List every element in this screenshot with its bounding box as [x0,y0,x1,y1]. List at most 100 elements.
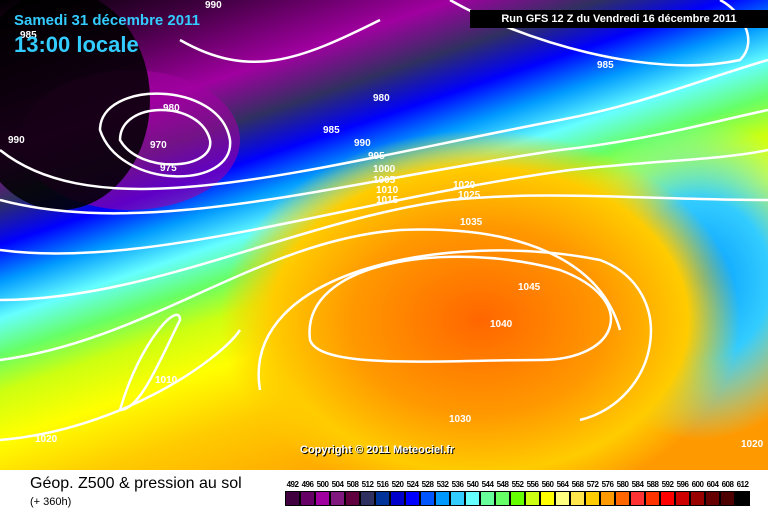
isobar-label: 980 [373,93,390,104]
legend-entry: 596 [675,480,690,506]
isobar-label: 1020 [453,180,476,191]
isobar-label: 990 [354,138,371,149]
isobar-label: 1045 [518,282,541,293]
legend-swatch [405,491,420,506]
legend-label: 568 [571,480,584,489]
isobar-label: 990 [205,0,222,11]
legend-label: 548 [496,480,509,489]
legend-swatch [660,491,675,506]
forecast-time: 13:00 locale [14,32,139,57]
isobar-label: 1020 [741,439,764,450]
isobar-label: 990 [8,135,25,146]
legend-entry: 564 [555,480,570,506]
legend-label: 584 [631,480,644,489]
legend-swatch [525,491,540,506]
legend-label: 496 [301,480,314,489]
legend-swatch [465,491,480,506]
legend-entry: 544 [480,480,495,506]
legend-swatch [330,491,345,506]
isobar-label: 985 [20,30,37,41]
legend-label: 572 [586,480,599,489]
legend-label: 532 [436,480,449,489]
legend-label: 596 [676,480,689,489]
isobar-label: 985 [323,125,340,136]
legend-entry: 592 [660,480,675,506]
color-legend: 492 496 500 504 508 512 516 520 524 528 532 536 540 5… [285,480,750,506]
legend-swatch [690,491,705,506]
legend-entry: 588 [645,480,660,506]
legend-swatch [495,491,510,506]
legend-swatch [630,491,645,506]
legend-swatch [675,491,690,506]
legend-swatch [435,491,450,506]
legend-label: 604 [706,480,719,489]
legend-swatch [615,491,630,506]
legend-swatch [570,491,585,506]
legend-label: 556 [526,480,539,489]
legend-entry: 500 [315,480,330,506]
legend-label: 612 [736,480,749,489]
run-info: Run GFS 12 Z du Vendredi 16 décembre 201… [470,10,768,28]
isobar-label: 1005 [373,175,396,186]
legend-label: 588 [646,480,659,489]
legend-swatch [390,491,405,506]
legend-swatch [735,491,750,506]
legend-swatch [285,491,300,506]
legend-entry: 556 [525,480,540,506]
legend-label: 504 [331,480,344,489]
legend-swatch [315,491,330,506]
legend-entry: 520 [390,480,405,506]
legend-label: 516 [376,480,389,489]
legend-entry: 604 [705,480,720,506]
legend-label: 524 [406,480,419,489]
copyright: Copyright © 2011 Meteociel.fr [300,444,455,456]
legend-label: 564 [556,480,569,489]
forecast-date: Samedi 31 décembre 2011 [14,12,200,29]
legend-label: 580 [616,480,629,489]
legend-swatch [720,491,735,506]
legend-entry: 532 [435,480,450,506]
legend-entry: 572 [585,480,600,506]
legend-entry: 580 [615,480,630,506]
legend-label: 576 [601,480,614,489]
legend-entry: 560 [540,480,555,506]
legend-label: 536 [451,480,464,489]
isobar-label: 985 [597,60,614,71]
weather-map: 990 985 990 980 970 975 980 985 990 995 … [0,0,768,470]
isobar-label: 1000 [373,164,396,175]
isobar-label: 1035 [460,217,483,228]
isobar-label: 1010 [155,375,178,386]
isobar-label: 1040 [490,319,513,330]
legend-label: 500 [316,480,329,489]
legend-label: 608 [721,480,734,489]
legend-swatch [480,491,495,506]
legend-label: 492 [286,480,299,489]
legend-entry: 516 [375,480,390,506]
isobar-label: 1020 [35,434,58,445]
legend-label: 592 [661,480,674,489]
legend-entry: 548 [495,480,510,506]
isobar-label: 970 [150,140,167,151]
legend-swatch [555,491,570,506]
isobar-label: 1025 [458,190,481,201]
legend-entry: 576 [600,480,615,506]
isobar-label: 975 [160,163,177,174]
isobar-label: 1030 [449,414,472,425]
legend-label: 600 [691,480,704,489]
legend-label: 540 [466,480,479,489]
legend-entry: 496 [300,480,315,506]
legend-swatch [420,491,435,506]
legend-entry: 552 [510,480,525,506]
legend-entry: 492 [285,480,300,506]
isobar-label: 980 [163,103,180,114]
legend-swatch [375,491,390,506]
legend-swatch [345,491,360,506]
legend-swatch [540,491,555,506]
legend-swatch [705,491,720,506]
legend-entry: 512 [360,480,375,506]
legend-entry: 536 [450,480,465,506]
legend-entry: 608 [720,480,735,506]
legend-entry: 508 [345,480,360,506]
legend-label: 508 [346,480,359,489]
legend-label: 520 [391,480,404,489]
